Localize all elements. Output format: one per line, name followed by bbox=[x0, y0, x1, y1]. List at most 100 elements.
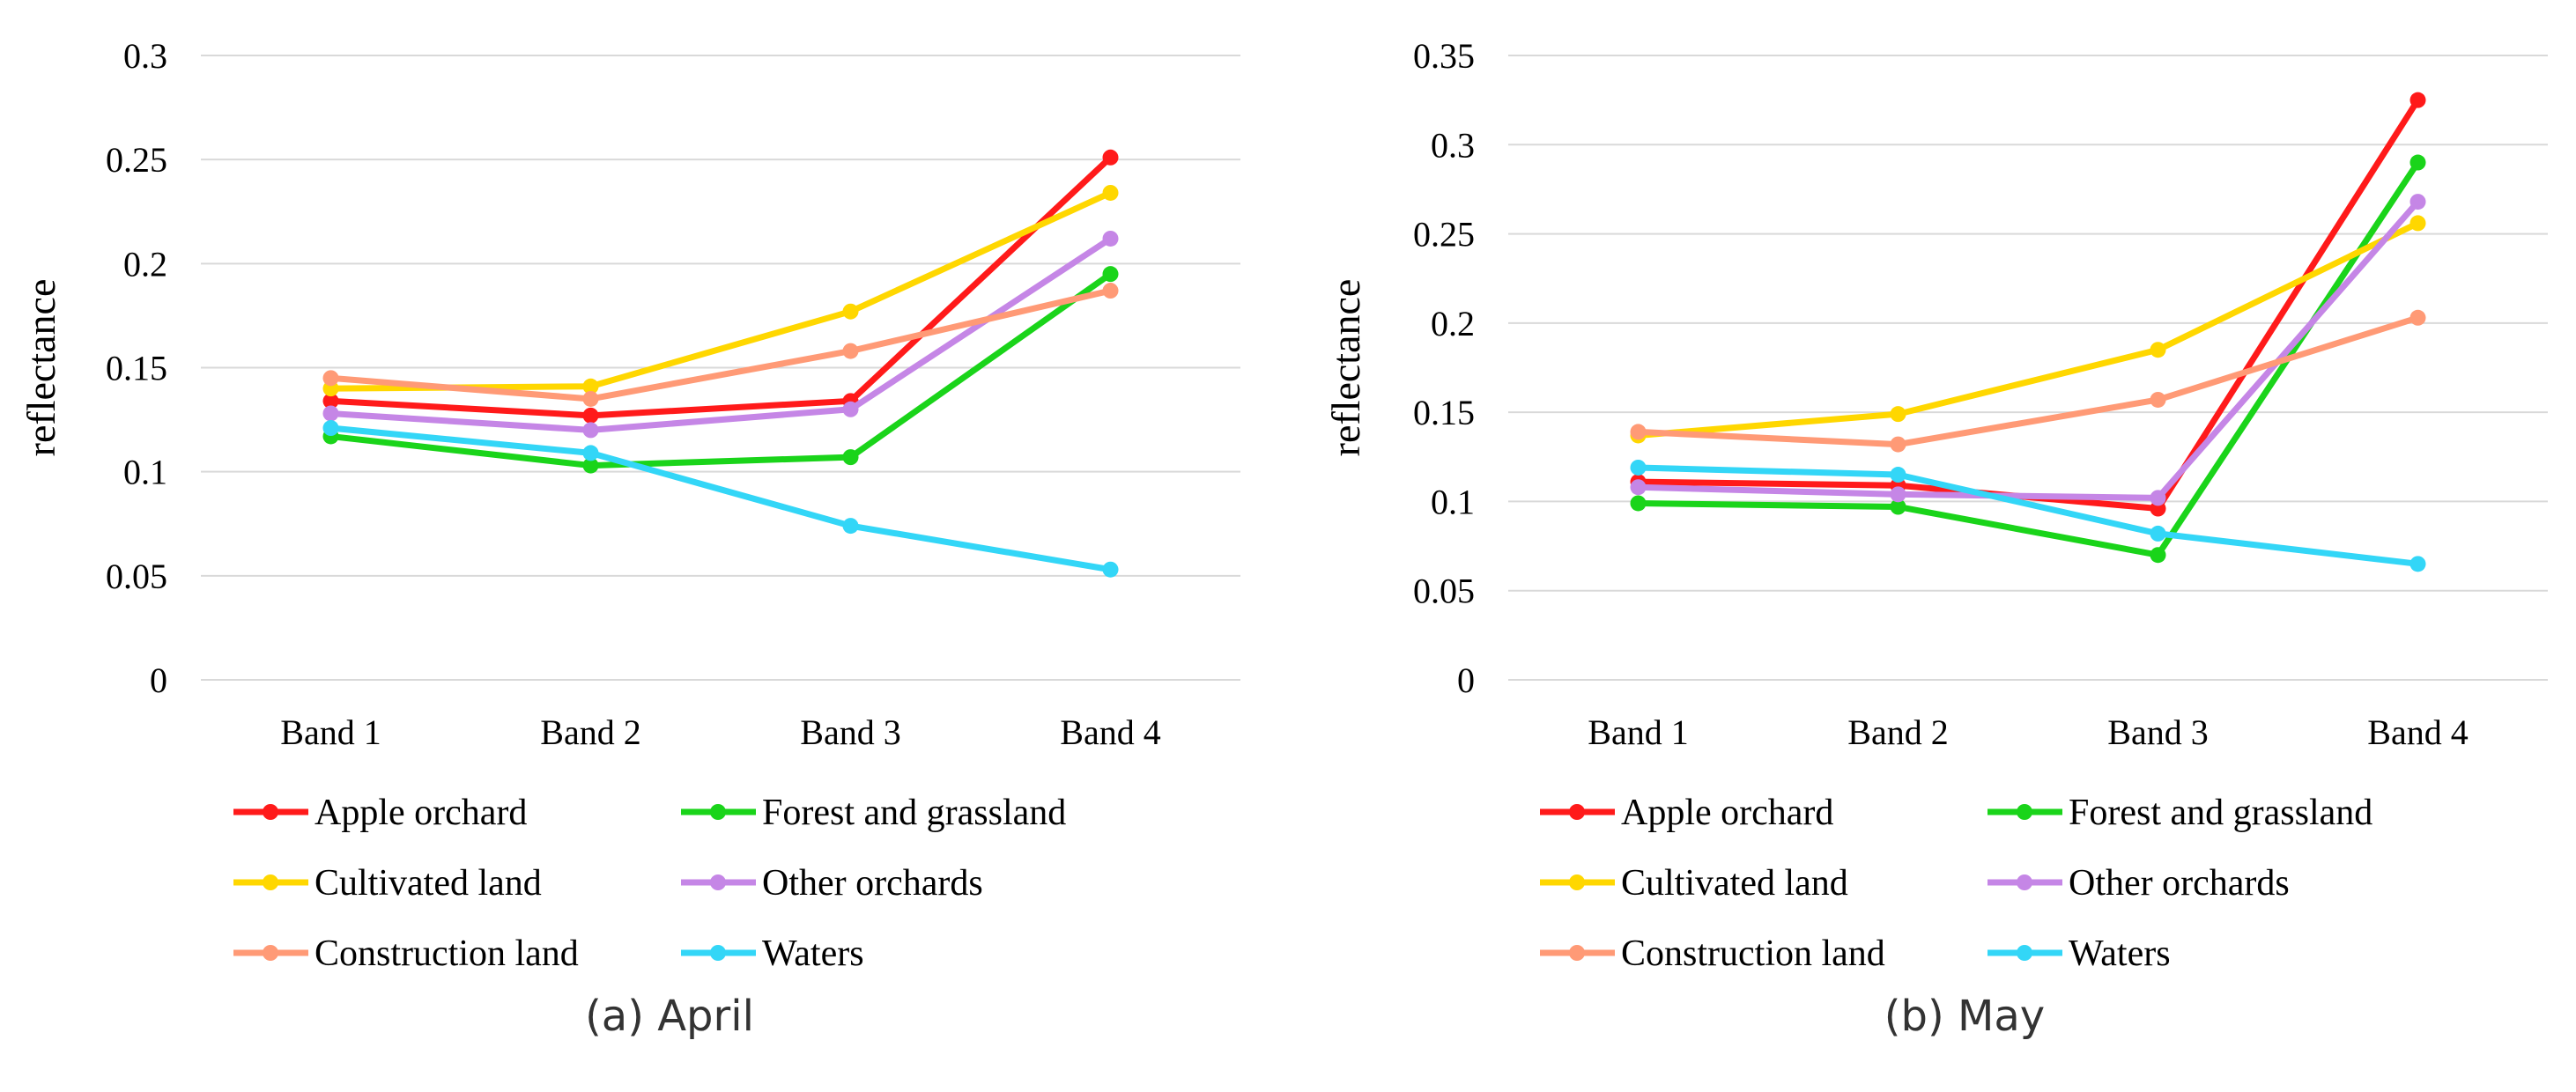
legend-entry: Other orchards bbox=[681, 863, 983, 904]
y-tick-label: 0.35 bbox=[1413, 36, 1475, 76]
data-point bbox=[2150, 391, 2166, 408]
y-tick-label: 0.05 bbox=[106, 557, 167, 596]
legend-marker bbox=[263, 874, 278, 890]
y-tick-label: 0.2 bbox=[123, 244, 167, 284]
y-tick-label: 0.15 bbox=[106, 349, 167, 388]
data-point bbox=[2409, 194, 2426, 210]
legend-entry: Forest and grassland bbox=[681, 793, 1066, 833]
data-point bbox=[842, 449, 859, 466]
y-tick-label: 0.25 bbox=[106, 140, 167, 180]
data-point bbox=[582, 457, 599, 474]
y-tick-label: 0 bbox=[1457, 660, 1475, 700]
legend-label: Apple orchard bbox=[1621, 793, 1833, 833]
data-point bbox=[2409, 215, 2426, 232]
legend-label: Waters bbox=[762, 933, 864, 974]
data-point bbox=[1102, 230, 1119, 247]
series-line bbox=[1635, 97, 2421, 513]
legend-marker bbox=[2017, 804, 2032, 820]
x-tick-label: Band 4 bbox=[2367, 712, 2468, 752]
data-point bbox=[1890, 436, 1906, 453]
data-point bbox=[1630, 424, 1647, 440]
series-line bbox=[1635, 198, 2421, 501]
legend-entry: Forest and grassland bbox=[1988, 793, 2372, 833]
legend-marker bbox=[1569, 804, 1585, 820]
chart-caption: (a) April bbox=[585, 992, 754, 1041]
legend-entry: Apple orchard bbox=[1540, 793, 1833, 833]
y-tick-label: 0.15 bbox=[1413, 393, 1475, 432]
data-point bbox=[1102, 266, 1119, 283]
legend-label: Apple orchard bbox=[315, 793, 527, 833]
data-point bbox=[842, 303, 859, 320]
chart-caption: (b) May bbox=[1884, 992, 2045, 1041]
data-point bbox=[1890, 467, 1906, 483]
legend-label: Forest and grassland bbox=[762, 793, 1066, 833]
legend-marker bbox=[710, 874, 726, 890]
data-point bbox=[2150, 547, 2166, 564]
data-point bbox=[322, 420, 339, 437]
x-tick-label: Band 1 bbox=[280, 712, 381, 752]
legend-marker bbox=[1569, 874, 1585, 890]
data-point bbox=[2409, 309, 2426, 326]
data-point bbox=[582, 407, 599, 424]
series-line bbox=[328, 154, 1114, 419]
x-tick-label: Band 2 bbox=[1847, 712, 1948, 752]
y-tick-label: 0.2 bbox=[1431, 304, 1475, 343]
y-tick-label: 0.25 bbox=[1413, 215, 1475, 255]
data-point bbox=[322, 370, 339, 387]
chart-panel-2: 0 0.05 0.1 0.15 0.2 0.25 0.3 0.35 Band 1 Band 2 Ba… bbox=[1323, 36, 2548, 1041]
data-point bbox=[1102, 561, 1119, 578]
legend-label: Cultivated land bbox=[315, 863, 542, 904]
legend-entry: Waters bbox=[1988, 933, 2171, 974]
y-tick-label: 0.05 bbox=[1413, 572, 1475, 611]
data-point bbox=[1890, 498, 1906, 515]
data-point bbox=[1102, 184, 1119, 201]
legend-marker bbox=[1569, 945, 1585, 961]
legend-marker bbox=[710, 945, 726, 961]
y-tick-label: 0.3 bbox=[123, 36, 167, 76]
legend-marker bbox=[263, 804, 278, 820]
data-point bbox=[582, 422, 599, 439]
data-point bbox=[322, 405, 339, 422]
legend-label: Forest and grassland bbox=[2069, 793, 2372, 833]
series-line bbox=[1635, 464, 2421, 567]
data-point bbox=[1890, 406, 1906, 423]
series-line bbox=[328, 287, 1114, 402]
x-tick-label: Band 1 bbox=[1588, 712, 1688, 752]
data-point bbox=[1890, 486, 1906, 503]
y-axis-label: reflectance bbox=[19, 279, 63, 457]
data-point bbox=[2409, 92, 2426, 108]
x-tick-label: Band 2 bbox=[540, 712, 640, 752]
y-axis-label: reflectance bbox=[1323, 279, 1368, 457]
data-point bbox=[1630, 495, 1647, 512]
legend-entry: Waters bbox=[681, 933, 864, 974]
x-tick-label: Band 4 bbox=[1060, 712, 1160, 752]
y-tick-label: 0 bbox=[150, 660, 167, 700]
series-line bbox=[1635, 219, 2421, 439]
legend-entry: Construction land bbox=[1540, 933, 1885, 974]
legend-entry: Other orchards bbox=[1988, 863, 2290, 904]
legend-label: Waters bbox=[2069, 933, 2171, 974]
data-point bbox=[842, 401, 859, 417]
data-point bbox=[1102, 149, 1119, 166]
legend-label: Other orchards bbox=[2069, 863, 2290, 904]
data-point bbox=[582, 445, 599, 461]
legend-label: Construction land bbox=[1621, 933, 1885, 974]
legend-label: Cultivated land bbox=[1621, 863, 1848, 904]
chart-panel-1: 0 0.05 0.1 0.15 0.2 0.25 0.3 Band 1 Band 2 Band 3… bbox=[19, 36, 1240, 1041]
data-point bbox=[1102, 283, 1119, 299]
legend-marker bbox=[263, 945, 278, 961]
data-point bbox=[582, 378, 599, 395]
x-tick-label: Band 3 bbox=[800, 712, 900, 752]
legend-entry: Construction land bbox=[233, 933, 579, 974]
legend-entry: Cultivated land bbox=[1540, 863, 1848, 904]
legend-entry: Apple orchard bbox=[233, 793, 527, 833]
data-point bbox=[2409, 154, 2426, 171]
data-point bbox=[2150, 490, 2166, 506]
legend-marker bbox=[2017, 874, 2032, 890]
legend-marker bbox=[710, 804, 726, 820]
data-point bbox=[322, 393, 339, 410]
y-tick-label: 0.3 bbox=[1431, 125, 1475, 165]
data-point bbox=[582, 390, 599, 407]
x-tick-label: Band 3 bbox=[2107, 712, 2208, 752]
